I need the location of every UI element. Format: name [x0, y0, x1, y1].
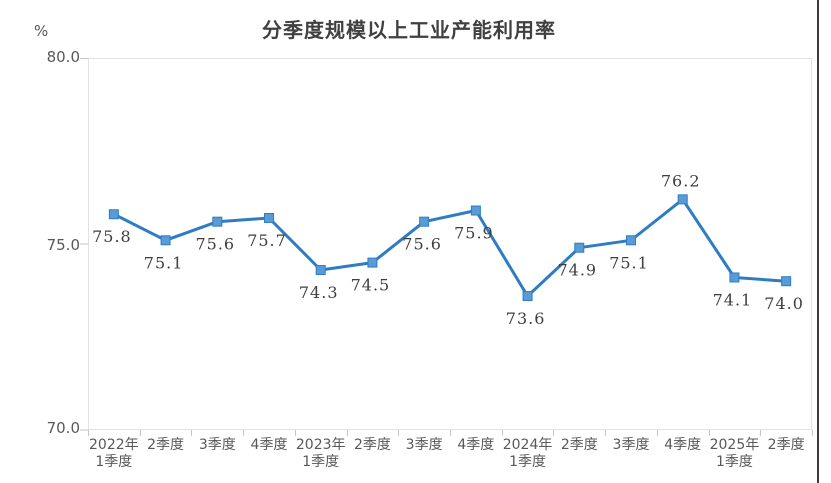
data-point-marker — [626, 235, 636, 246]
data-value-label: 74.3 — [299, 283, 339, 302]
data-point-marker — [729, 272, 740, 283]
x-axis-category-label: 2季度 — [147, 437, 185, 453]
data-point-marker — [212, 216, 223, 227]
data-value-label: 74.9 — [557, 261, 597, 280]
x-axis-category-label: 4季度 — [250, 437, 288, 453]
x-axis-category-label: 3季度 — [612, 437, 650, 453]
y-axis-tick-70: 70.0 — [46, 419, 80, 437]
data-value-label: 75.6 — [195, 235, 235, 254]
y-axis-tick-75: 75.0 — [46, 236, 80, 254]
x-axis-category-label: 2024年 1季度 — [502, 437, 553, 470]
data-line — [113, 197, 787, 298]
data-value-label: 75.1 — [144, 253, 184, 272]
data-value-label: 74.5 — [351, 276, 391, 295]
data-point-marker — [367, 257, 378, 268]
data-value-label: 76.2 — [661, 171, 701, 190]
data-point-marker — [160, 235, 171, 246]
y-axis-tick-80: 80.0 — [46, 48, 80, 66]
data-point-marker — [470, 205, 481, 216]
data-point-marker — [522, 291, 533, 302]
x-axis-category-label: 4季度 — [664, 437, 702, 453]
data-value-label: 75.9 — [454, 224, 494, 243]
chart-title: 分季度规模以上工业产能利用率 — [262, 18, 556, 42]
data-value-label: 74.1 — [713, 291, 753, 310]
data-value-label: 75.6 — [402, 235, 442, 254]
data-point-marker — [419, 216, 430, 227]
x-axis-category-label: 2季度 — [353, 437, 391, 453]
x-axis-category-label: 2025年 1季度 — [709, 437, 760, 470]
data-value-label: 74.0 — [764, 294, 804, 313]
data-point-marker — [574, 242, 585, 253]
data-point-marker — [781, 276, 792, 287]
data-value-label: 73.6 — [506, 309, 546, 328]
x-axis-category-label: 2季度 — [560, 437, 598, 453]
page-right-border — [817, 0, 819, 483]
data-point-marker — [677, 194, 688, 205]
x-axis-category-label: 4季度 — [457, 437, 495, 453]
data-value-label: 75.1 — [609, 253, 649, 272]
plot-area: 75.8 75.1 75.6 75.7 74.3 74.5 75.6 75.9 73.6 74.9… — [80, 58, 813, 436]
x-axis-category-label: 3季度 — [405, 437, 443, 453]
data-value-label: 75.7 — [247, 231, 287, 250]
data-point-marker — [108, 209, 119, 220]
x-axis-category-label: 2季度 — [767, 437, 805, 453]
plot-border — [88, 58, 812, 430]
data-value-label: 75.8 — [92, 227, 132, 246]
x-axis-category-label: 2022年 1季度 — [89, 437, 139, 470]
x-axis-category-label: 2023年 1季度 — [295, 437, 346, 470]
y-axis-unit-label: % — [34, 22, 49, 40]
data-point-marker — [315, 265, 326, 276]
data-point-marker — [264, 212, 274, 223]
x-axis-category-label: 3季度 — [198, 437, 236, 453]
